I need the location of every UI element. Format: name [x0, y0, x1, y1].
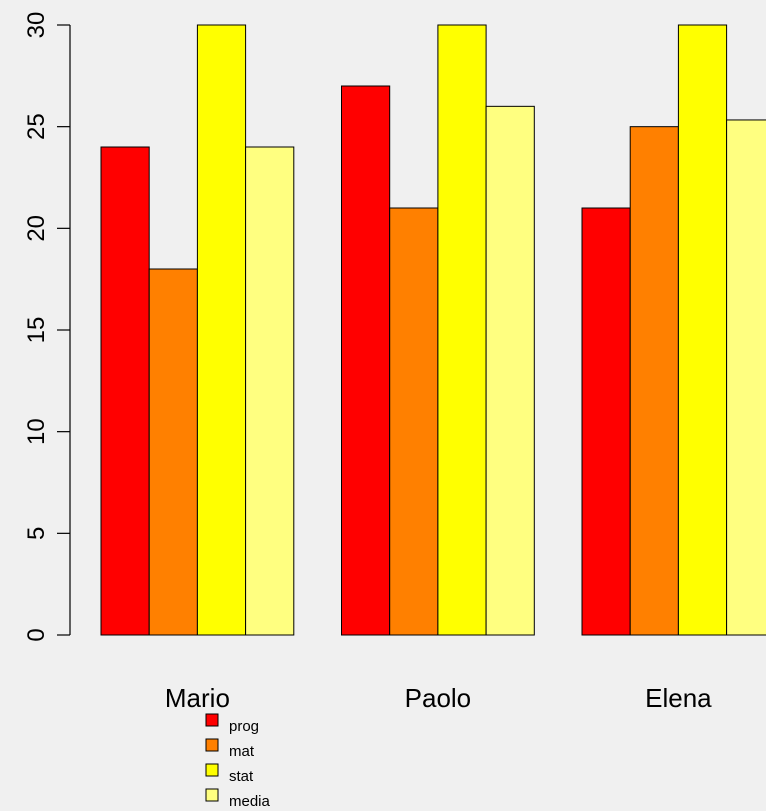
y-tick-label: 0 [23, 628, 50, 641]
y-tick-label: 25 [23, 113, 50, 140]
legend-swatch [205, 713, 219, 727]
bar-mario-media [245, 146, 295, 636]
legend-swatch [205, 788, 219, 802]
legend-label: mat [229, 743, 255, 760]
y-tick-label: 20 [23, 215, 50, 242]
legend-label: prog [229, 718, 259, 735]
legend-label: stat [229, 768, 254, 785]
bar-paolo-prog [341, 85, 391, 636]
y-tick-label: 10 [23, 418, 50, 445]
y-tick-label: 30 [23, 12, 50, 39]
legend-swatch [205, 738, 219, 752]
bars-area [100, 24, 766, 636]
bar-mario-prog [100, 146, 150, 636]
bar-elena-prog [581, 207, 631, 636]
y-tick-label: 5 [23, 527, 50, 540]
legend: prog mat stat media [205, 713, 271, 810]
bar-mario-stat [196, 24, 247, 636]
legend-label: media [229, 793, 271, 810]
legend-swatch [205, 763, 219, 777]
x-category-label: Mario [165, 683, 230, 713]
y-axis: 0 5 10 15 20 25 30 [23, 12, 71, 642]
bar-elena-mat [629, 126, 679, 636]
bar-elena-media [726, 119, 766, 636]
bar-paolo-mat [389, 207, 439, 636]
x-category-label: Paolo [405, 683, 472, 713]
y-tick-label: 15 [23, 317, 50, 344]
category-labels: Mario Paolo Elena [165, 683, 712, 713]
bar-paolo-media [485, 105, 535, 636]
bar-mario-mat [148, 268, 198, 636]
bar-paolo-stat [437, 24, 487, 636]
bar-elena-stat [677, 24, 728, 636]
x-category-label: Elena [645, 683, 712, 713]
